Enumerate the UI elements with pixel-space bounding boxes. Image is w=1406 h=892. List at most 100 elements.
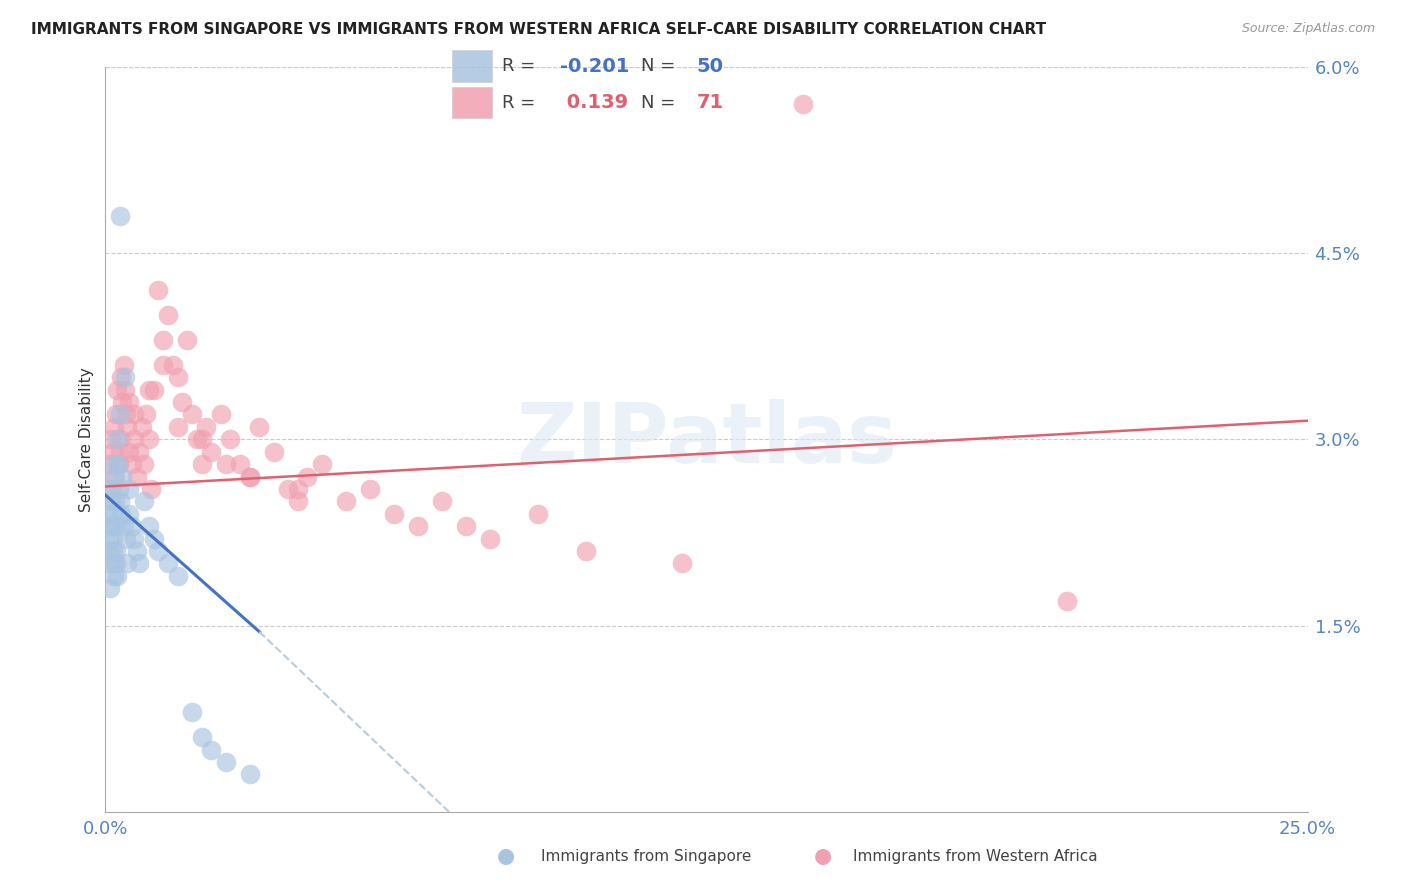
Point bbox=[166, 420, 188, 434]
Point bbox=[108, 444, 131, 458]
Point bbox=[115, 557, 138, 571]
Point bbox=[110, 507, 132, 521]
Point bbox=[107, 433, 129, 447]
Point bbox=[527, 507, 550, 521]
Text: R =: R = bbox=[502, 57, 541, 75]
Point bbox=[430, 494, 453, 508]
Text: Immigrants from Singapore: Immigrants from Singapore bbox=[541, 849, 752, 863]
Point bbox=[311, 457, 333, 471]
Point bbox=[132, 494, 155, 508]
Point bbox=[132, 457, 155, 471]
Point bbox=[382, 507, 405, 521]
Point bbox=[166, 370, 188, 384]
Point bbox=[214, 457, 236, 471]
Point bbox=[98, 519, 121, 533]
Text: 50: 50 bbox=[696, 56, 724, 76]
Point bbox=[98, 557, 121, 571]
Point bbox=[100, 494, 122, 508]
Point bbox=[181, 408, 204, 422]
Point bbox=[121, 457, 143, 471]
Point bbox=[104, 457, 127, 471]
Point bbox=[131, 420, 153, 434]
Text: N =: N = bbox=[641, 57, 681, 75]
Point bbox=[115, 420, 138, 434]
Point bbox=[128, 557, 150, 571]
Point bbox=[112, 519, 135, 533]
Text: R =: R = bbox=[502, 94, 541, 112]
Point bbox=[101, 532, 124, 546]
Point bbox=[214, 755, 236, 769]
Point bbox=[138, 383, 160, 397]
Point bbox=[108, 433, 131, 447]
Point bbox=[479, 532, 502, 546]
Point bbox=[112, 358, 135, 372]
Point bbox=[156, 557, 179, 571]
Point bbox=[118, 395, 141, 409]
Text: -0.201: -0.201 bbox=[561, 56, 630, 76]
Point bbox=[152, 358, 174, 372]
Point bbox=[454, 519, 477, 533]
Text: ZIPatlas: ZIPatlas bbox=[516, 399, 897, 480]
Point bbox=[124, 408, 146, 422]
Point bbox=[148, 284, 170, 298]
Point bbox=[181, 706, 204, 720]
Point bbox=[100, 482, 122, 496]
Point bbox=[121, 519, 143, 533]
Point bbox=[239, 767, 262, 781]
Point bbox=[101, 444, 124, 458]
Point bbox=[108, 482, 131, 496]
Point bbox=[98, 482, 121, 496]
Point bbox=[209, 408, 232, 422]
Point bbox=[103, 420, 125, 434]
Text: ●: ● bbox=[498, 847, 515, 866]
Point bbox=[124, 532, 146, 546]
Point bbox=[135, 408, 157, 422]
Point bbox=[219, 433, 242, 447]
Point bbox=[107, 457, 129, 471]
Point bbox=[152, 333, 174, 347]
Point bbox=[104, 544, 127, 558]
Point bbox=[297, 469, 319, 483]
Point bbox=[239, 469, 262, 483]
Point bbox=[277, 482, 299, 496]
Point bbox=[105, 408, 128, 422]
Point bbox=[166, 569, 188, 583]
Point bbox=[118, 482, 141, 496]
Point bbox=[138, 433, 160, 447]
Point bbox=[190, 433, 212, 447]
Point bbox=[100, 507, 122, 521]
Point bbox=[108, 494, 131, 508]
FancyBboxPatch shape bbox=[453, 51, 492, 82]
Point bbox=[156, 308, 179, 322]
Point bbox=[98, 582, 121, 596]
FancyBboxPatch shape bbox=[453, 87, 492, 119]
Point bbox=[103, 494, 125, 508]
Point bbox=[114, 370, 136, 384]
Y-axis label: Self-Care Disability: Self-Care Disability bbox=[79, 367, 94, 512]
Point bbox=[200, 444, 222, 458]
Point bbox=[148, 544, 170, 558]
Point bbox=[792, 97, 814, 112]
Point bbox=[172, 395, 194, 409]
Point bbox=[124, 433, 146, 447]
Point bbox=[125, 544, 148, 558]
Point bbox=[200, 742, 222, 756]
Point bbox=[111, 395, 134, 409]
Point bbox=[114, 383, 136, 397]
Point bbox=[247, 420, 270, 434]
Point bbox=[98, 457, 121, 471]
Point bbox=[229, 457, 252, 471]
Point bbox=[114, 408, 136, 422]
Point bbox=[118, 507, 141, 521]
Point bbox=[103, 557, 125, 571]
Point bbox=[104, 469, 127, 483]
Point bbox=[108, 209, 131, 223]
Text: Immigrants from Western Africa: Immigrants from Western Africa bbox=[853, 849, 1098, 863]
Point bbox=[190, 730, 212, 744]
Point bbox=[142, 383, 165, 397]
Point bbox=[575, 544, 598, 558]
Point bbox=[101, 544, 124, 558]
Point bbox=[111, 469, 134, 483]
Point bbox=[97, 507, 120, 521]
Point bbox=[98, 544, 121, 558]
